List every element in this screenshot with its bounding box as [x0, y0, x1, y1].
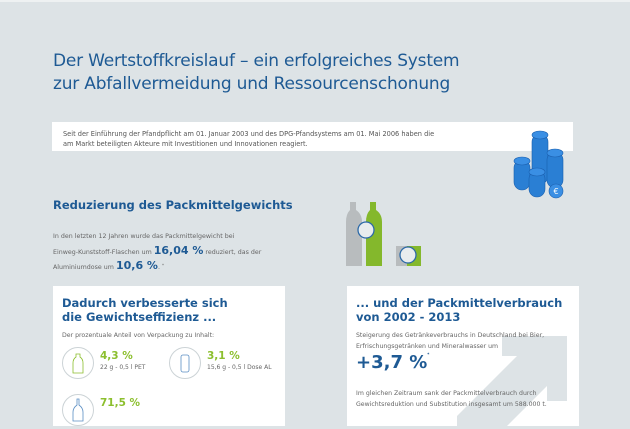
- intro-text: Seit der Einführung der Pfandpflicht am …: [63, 129, 463, 149]
- reduction-heading: Reduzierung des Packmittelgewichts: [53, 198, 293, 212]
- consumption-card: ... und der Packmittelverbrauch von 2002…: [347, 286, 579, 426]
- footnote-mark: *: [427, 352, 430, 357]
- reduction-text-line1: In den letzten 12 Jahren wurde das Packm…: [53, 233, 235, 240]
- text-line: Steigerung des Getränkeverbrauchs in Deu…: [356, 332, 545, 339]
- value-text: +3,7 %: [356, 352, 428, 373]
- reduction-text-line3: Aluminiumdose um 10,6 %. *: [53, 259, 313, 275]
- heading-line1: Dadurch verbesserte sich: [62, 296, 228, 310]
- item-percent: 71,5 %: [100, 397, 141, 409]
- intro-line1: Seit der Einführung der Pfandpflicht am …: [63, 130, 435, 138]
- text-fragment: reduziert, das der: [205, 248, 262, 256]
- heading-line2: die Gewichtseffizienz ...: [62, 310, 217, 324]
- consumption-text: Steigerung des Getränkeverbrauchs in Deu…: [356, 331, 579, 352]
- intro-box: Seit der Einführung der Pfandpflicht am …: [52, 122, 573, 151]
- intro-line2: am Markt beteiligten Akteure mit Investi…: [63, 140, 308, 148]
- item-percent: 3,1 %: [207, 350, 240, 362]
- text-fragment: .: [157, 264, 160, 271]
- heading-line1: ... und der Packmittelverbrauch: [356, 296, 563, 310]
- consumption-heading: ... und der Packmittelverbrauch von 2002…: [356, 296, 562, 324]
- text-line: Im gleichen Zeitraum sank der Packmittel…: [356, 390, 537, 397]
- bottles-cans-comparison-icon: [346, 202, 421, 266]
- text-line: Erfrischungsgetränken und Mineralwasser …: [356, 342, 499, 350]
- page-title-line1: Der Wertstoffkreislauf – ein erfolgreich…: [53, 51, 460, 71]
- reduction-text-line2: Einweg-Kunststoff-Flaschen um 16,04 % re…: [53, 244, 313, 260]
- can-icon: [169, 347, 201, 379]
- heading-line2: von 2002 - 2013: [356, 310, 461, 324]
- can-reduction-value: 10,6 %: [115, 259, 158, 272]
- text-fragment: Aluminiumdose um: [53, 264, 114, 271]
- item-percent: 4,3 %: [100, 350, 133, 362]
- efficiency-subtitle: Der prozentuale Anteil von Verpackung zu…: [62, 332, 215, 339]
- page-title-line2: zur Abfallvermeidung und Ressourcenschon…: [53, 74, 451, 94]
- reduction-text: In den letzten 12 Jahren wurde das Packm…: [53, 230, 313, 275]
- glass-bottle-icon: [62, 394, 94, 426]
- pet-bottle-icon: [62, 347, 94, 379]
- efficiency-heading: Dadurch verbesserte sich die Gewichtseff…: [62, 296, 228, 324]
- text-fragment: Einweg-Kunststoff-Flaschen um: [53, 248, 152, 256]
- item-desc: 22 g - 0,5 l PET: [100, 364, 146, 371]
- svg-text:€: €: [553, 187, 558, 196]
- arrow-up-right-icon: [457, 336, 567, 426]
- item-desc: 15,6 g - 0,5 l Dose AL: [207, 364, 272, 371]
- top-border: [0, 0, 630, 2]
- text-line: Gewichtsreduktion und Substitution insge…: [356, 400, 547, 408]
- consumption-increase-value: +3,7 %*: [356, 352, 429, 373]
- consumption-reduction-text: Im gleichen Zeitraum sank der Packmittel…: [356, 389, 579, 410]
- euro-coins-icon: €: [513, 130, 564, 199]
- footnote-mark: *: [161, 263, 164, 268]
- pet-reduction-value: 16,04 %: [153, 243, 204, 257]
- page-title: Der Wertstoffkreislauf – ein erfolgreich…: [53, 50, 513, 96]
- efficiency-card: Dadurch verbesserte sich die Gewichtseff…: [53, 286, 285, 426]
